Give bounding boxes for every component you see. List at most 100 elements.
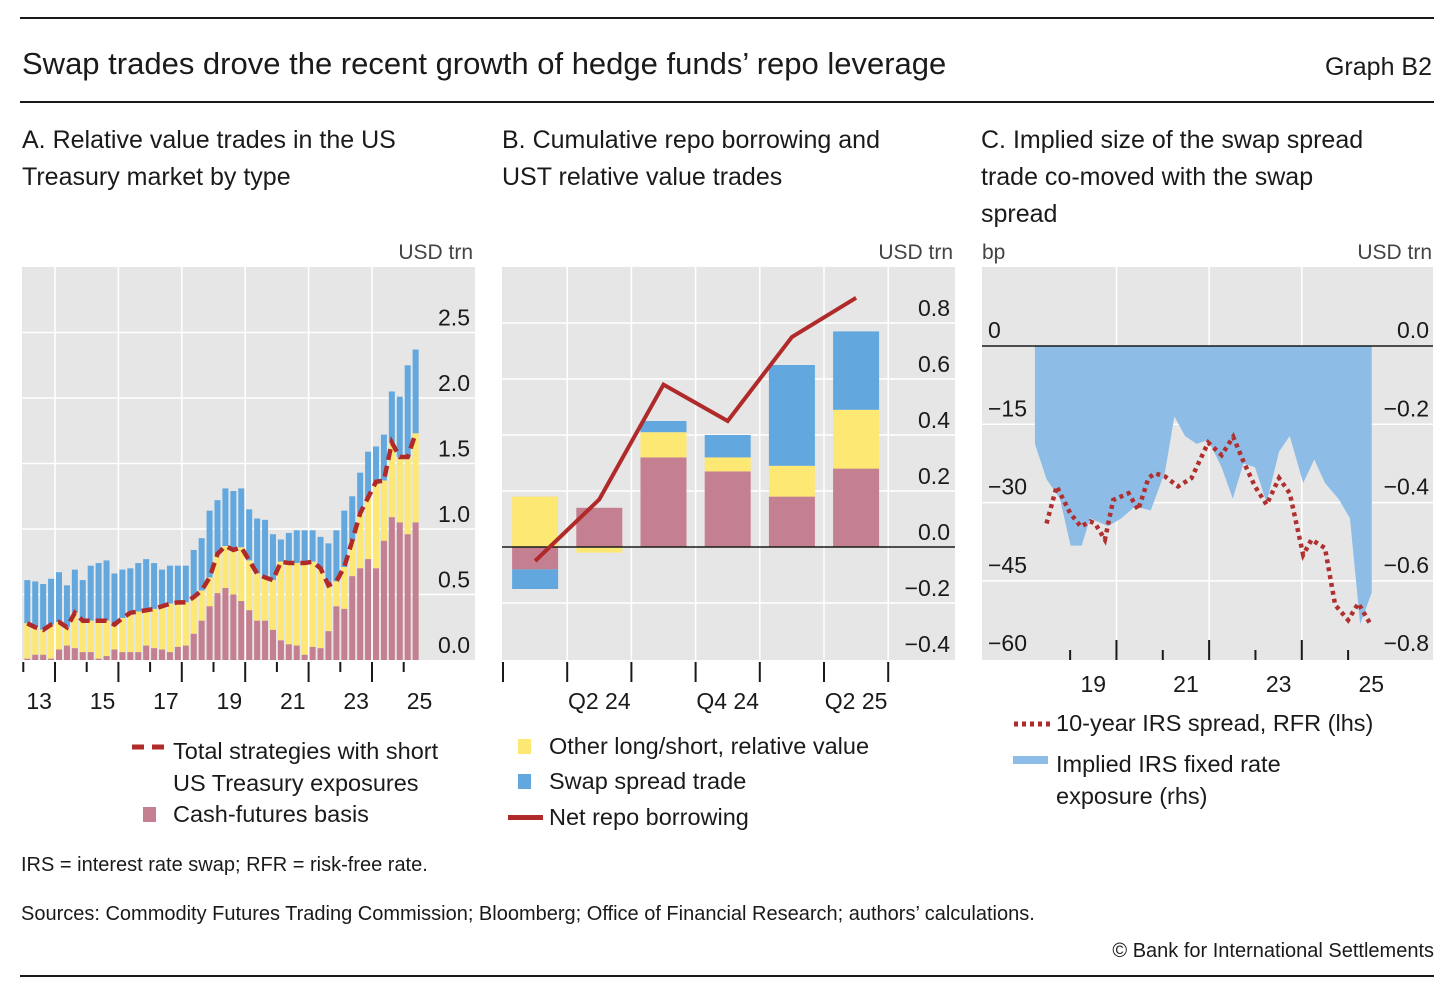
net-repo-borrowing-line [533, 296, 858, 563]
bar-swap-spread [341, 510, 348, 567]
total-strategies-dashed-line [26, 432, 418, 633]
sources: Sources: Commodity Futures Trading Commi… [21, 903, 1035, 925]
bar-other-long-short [833, 409, 880, 469]
bar-cash-futures-basis [285, 644, 292, 660]
bar-swap-spread [174, 565, 181, 603]
implied-irs-exposure-area [1034, 346, 1372, 624]
bar-cash-futures-basis [293, 645, 300, 660]
legend-cash-futures-basis: Cash-futures basis [173, 801, 369, 827]
bar-swap-spread [190, 549, 197, 598]
bar-other-long-short [512, 496, 559, 547]
bar-cash-futures-basis [95, 658, 102, 660]
bar-other-long-short [32, 627, 39, 655]
bar-cash-futures-basis [103, 656, 110, 660]
bar-other-long-short [119, 618, 126, 653]
bar-swap-spread [111, 573, 118, 625]
bar-other-long-short [127, 612, 134, 653]
bar-other-long-short [357, 513, 364, 569]
legend-swap-swatch-icon [518, 774, 531, 789]
bar-swap-spread [512, 569, 559, 589]
bar-cash-futures-basis [71, 648, 78, 660]
x-tick-label: 15 [90, 688, 116, 714]
bar-swap-spread [63, 585, 70, 628]
bar-other-long-short [285, 563, 292, 645]
bar-cash-futures-basis [277, 640, 284, 660]
bar-swap-spread [206, 510, 213, 578]
bar-swap-spread [404, 365, 411, 457]
y-tick-label-right: −0.4 [1384, 474, 1430, 500]
bar-swap-spread [79, 580, 86, 621]
bar-cash-futures-basis [48, 658, 55, 660]
bar-other-long-short [198, 590, 205, 621]
bar-cash-futures-basis [512, 547, 559, 570]
bar-cash-futures-basis [269, 629, 276, 660]
bar-other-long-short [238, 547, 245, 602]
bar-other-long-short [293, 563, 300, 646]
bar-cash-futures-basis [341, 608, 348, 660]
y-tick-label: 0.6 [918, 351, 950, 377]
bar-cash-futures-basis [325, 631, 332, 660]
bar-cash-futures-basis [166, 652, 173, 660]
bar-other-long-short [182, 602, 189, 646]
legend-label: Total strategies with short [173, 738, 439, 764]
bar-other-long-short [412, 433, 419, 523]
bar-swap-spread [357, 472, 364, 514]
bar-swap-spread [704, 435, 751, 458]
bar-cash-futures-basis [396, 522, 403, 660]
bar-cash-futures-basis [380, 540, 387, 660]
bar-other-long-short [135, 611, 142, 653]
y-tick-label-left: −45 [988, 552, 1027, 578]
bar-other-long-short [317, 568, 324, 649]
bar-cash-futures-basis [768, 496, 815, 547]
bar-swap-spread [198, 538, 205, 591]
panel-a-title: A. Relative value trades in the US Treas… [22, 122, 396, 196]
bar-cash-futures-basis [373, 568, 379, 660]
bar-other-long-short [24, 623, 31, 659]
bar-cash-futures-basis [640, 457, 687, 547]
bar-swap-spread [87, 565, 94, 621]
bar-swap-spread [214, 500, 221, 554]
y-tick-label-left: −30 [988, 474, 1027, 500]
legend-net-repo-borrowing: Net repo borrowing [549, 804, 749, 830]
y-tick-label: −0.4 [905, 631, 951, 657]
bar-cash-futures-basis [309, 646, 316, 660]
bar-cash-futures-basis [56, 649, 62, 660]
bar-swap-spread [238, 488, 245, 548]
bar-cash-futures-basis [143, 645, 150, 660]
bar-cash-futures-basis [174, 646, 181, 660]
panel-c-title-line: trade co-moved with the swap [981, 163, 1314, 191]
bar-cash-futures-basis [79, 652, 86, 660]
bar-other-long-short [373, 481, 379, 569]
panel-c-unit-right: USD trn [1357, 241, 1432, 264]
bar-swap-spread [293, 530, 300, 564]
bar-cash-futures-basis [301, 654, 308, 660]
bar-cash-futures-basis [24, 658, 31, 660]
bar-cash-futures-basis [63, 645, 70, 660]
bar-other-long-short [222, 546, 229, 588]
bar-swap-spread [119, 569, 126, 619]
panel-b-chart: −0.4 −0.2 0.0 0.2 0.4 0.6 0.8 Q2 24 Q4 24 Q2 25 [502, 267, 955, 714]
y-tick-label-right: −0.6 [1384, 552, 1429, 578]
bar-cash-futures-basis [333, 606, 340, 660]
bar-other-long-short [309, 561, 316, 647]
legend-total-strategies: Total strategies with short US Treasury … [173, 735, 438, 799]
bar-swap-spread [277, 539, 284, 562]
panel-c-title: C. Implied size of the swap spread trade… [981, 122, 1363, 233]
bar-cash-futures-basis [238, 601, 245, 660]
y-tick-label-right: −0.8 [1384, 630, 1429, 656]
bar-swap-spread [182, 565, 189, 603]
bar-other-long-short [365, 497, 372, 560]
graph-title: Swap trades drove the recent growth of h… [22, 46, 947, 81]
bar-swap-spread [56, 572, 62, 623]
bar-cash-futures-basis [190, 633, 197, 660]
bar-swap-spread [143, 559, 150, 611]
bar-other-long-short [404, 456, 411, 535]
x-tick-label: Q2 24 [568, 688, 631, 714]
bar-other-long-short [325, 585, 332, 632]
panel-c-chart: −60 −45 −30 −15 0 −0.8 −0.6 −0.4 −0.2 0.0 19 21 23 25 [982, 267, 1433, 697]
legend-label: US Treasury exposures [173, 770, 419, 796]
bar-swap-spread [151, 563, 158, 609]
legend-line-icon [508, 815, 543, 820]
legend-dotted-line-icon [1014, 721, 1050, 727]
bar-swap-spread [71, 569, 78, 613]
